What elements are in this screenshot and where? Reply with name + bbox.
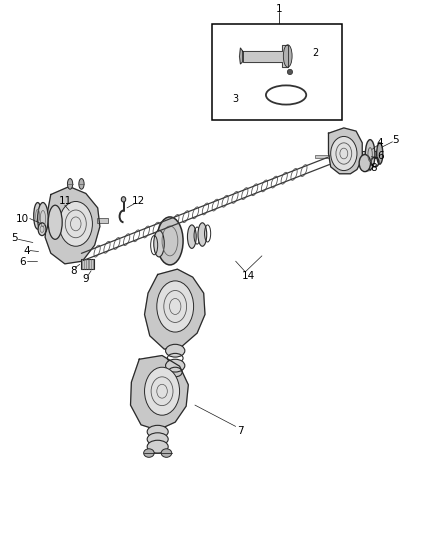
Ellipse shape [166, 359, 185, 372]
Ellipse shape [154, 230, 164, 257]
Polygon shape [131, 356, 188, 430]
Ellipse shape [38, 223, 46, 236]
Text: 2: 2 [313, 48, 319, 58]
Text: 9: 9 [82, 274, 89, 284]
Text: 6: 6 [19, 257, 26, 266]
Text: 14: 14 [242, 271, 255, 281]
Ellipse shape [157, 281, 194, 332]
Ellipse shape [38, 203, 48, 235]
Text: 12: 12 [132, 197, 145, 206]
Text: 5: 5 [11, 233, 18, 243]
Ellipse shape [166, 344, 185, 357]
Ellipse shape [147, 440, 168, 453]
Text: 11: 11 [59, 197, 72, 206]
Ellipse shape [147, 433, 168, 446]
Ellipse shape [331, 136, 357, 171]
Ellipse shape [67, 179, 73, 189]
Ellipse shape [59, 201, 92, 246]
Ellipse shape [359, 155, 371, 172]
Ellipse shape [157, 217, 183, 265]
Text: 4: 4 [377, 138, 384, 148]
Text: 1: 1 [276, 4, 283, 14]
Polygon shape [145, 269, 205, 349]
Polygon shape [240, 48, 243, 64]
Ellipse shape [283, 45, 292, 67]
Ellipse shape [48, 205, 62, 239]
Bar [315, 155, 328, 158]
Ellipse shape [377, 143, 383, 164]
Ellipse shape [147, 425, 168, 438]
Text: 7: 7 [237, 426, 244, 435]
Text: 4: 4 [23, 246, 30, 255]
Bar [96, 217, 108, 223]
Bar [362, 151, 378, 158]
Ellipse shape [161, 449, 172, 457]
Bar [81, 259, 94, 269]
Text: 3: 3 [233, 94, 239, 104]
Ellipse shape [144, 449, 154, 457]
Text: 10: 10 [15, 214, 28, 223]
Polygon shape [45, 187, 100, 264]
Ellipse shape [34, 203, 42, 229]
Ellipse shape [121, 197, 126, 202]
Bar [212, 24, 342, 120]
Ellipse shape [287, 69, 293, 75]
Polygon shape [243, 45, 288, 67]
Text: 8: 8 [70, 266, 77, 276]
Ellipse shape [145, 367, 180, 415]
Ellipse shape [365, 140, 375, 169]
Text: 8: 8 [370, 164, 377, 173]
Ellipse shape [79, 179, 84, 189]
Ellipse shape [198, 223, 207, 246]
Ellipse shape [187, 225, 196, 248]
Text: 6: 6 [377, 151, 384, 160]
Polygon shape [328, 128, 362, 174]
Text: 5: 5 [392, 135, 399, 144]
